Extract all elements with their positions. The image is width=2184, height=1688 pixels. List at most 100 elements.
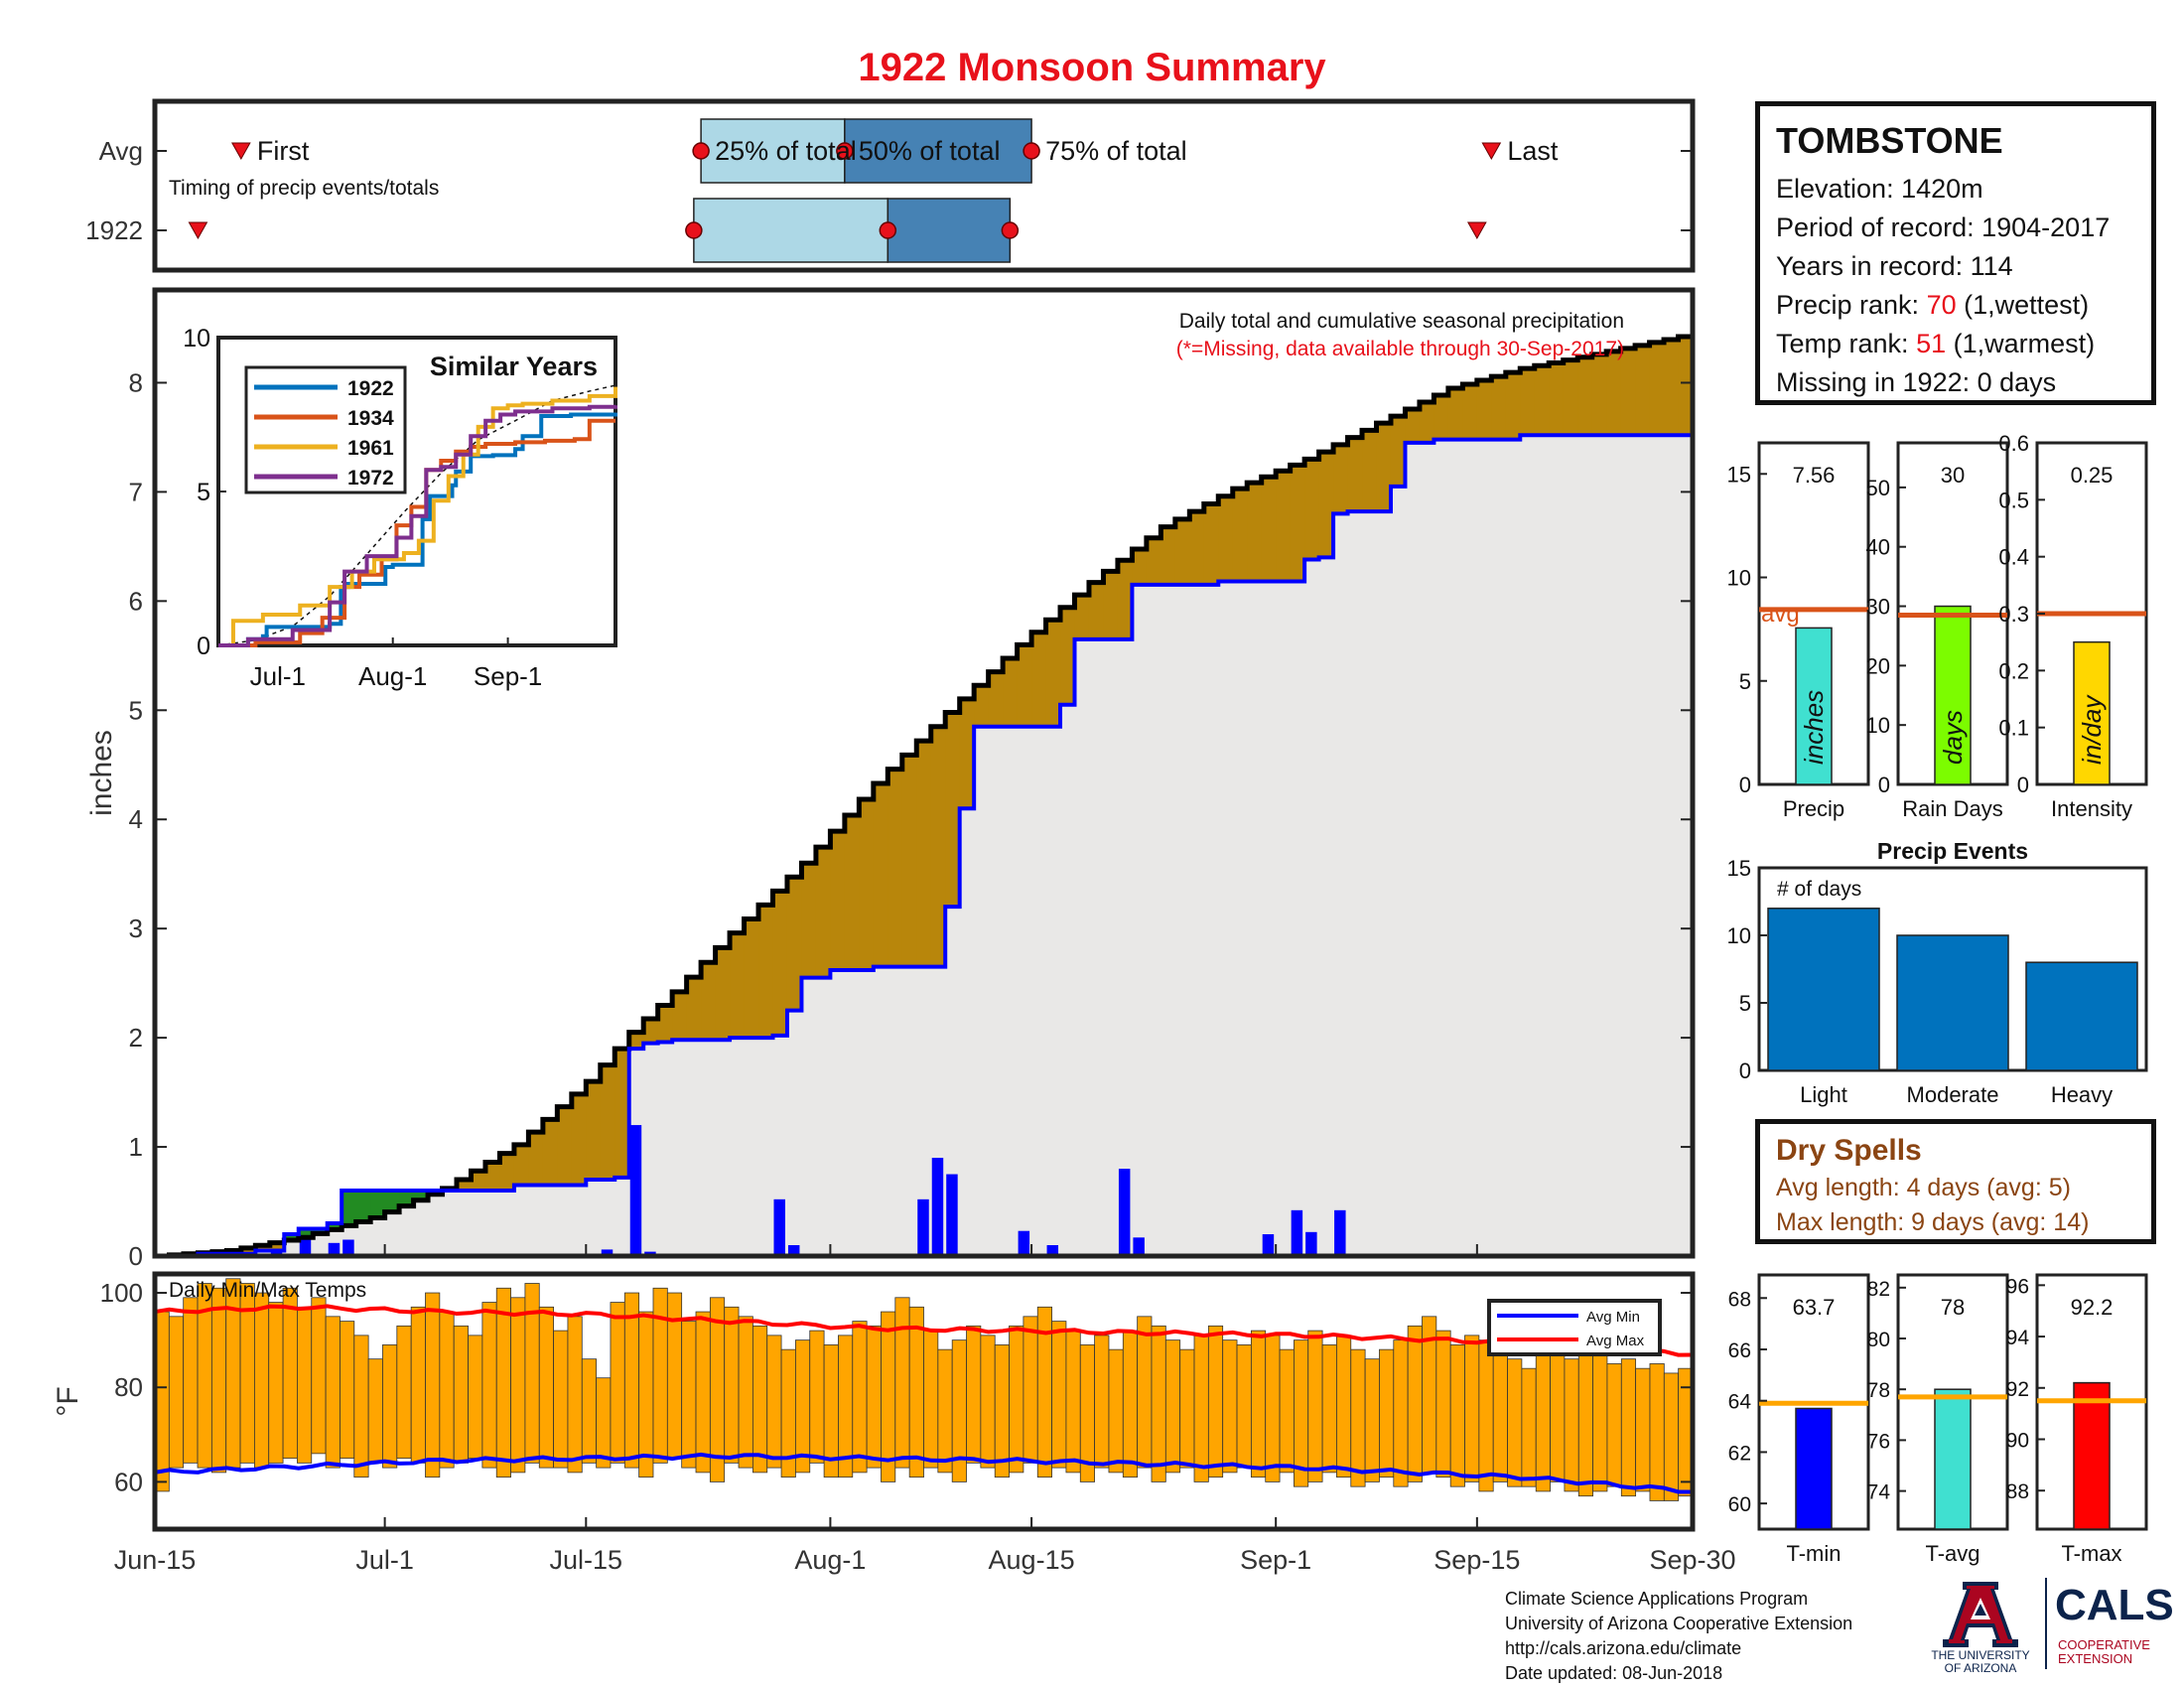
daily-precip-bar	[1118, 1169, 1131, 1256]
deficit-fill	[1433, 394, 1449, 440]
psum-ytick-label: 15	[1727, 462, 1751, 487]
deficit-fill	[1031, 632, 1047, 727]
daily-temp-bar	[268, 1302, 284, 1464]
deficit-fill	[930, 726, 946, 967]
deficit-fill	[1088, 582, 1105, 639]
cumul-ytick-label: 7	[129, 477, 143, 506]
pev-xlabel: Heavy	[2051, 1082, 2113, 1107]
tsum-value-label: 78	[1941, 1295, 1965, 1320]
daily-precip-bar	[328, 1242, 341, 1256]
dtemp-frame	[152, 1271, 1696, 1532]
deficit-fill	[586, 1081, 602, 1181]
daily-precip-bar	[299, 1239, 312, 1256]
deficit-fill	[614, 1049, 630, 1178]
timing-first-marker	[188, 221, 208, 240]
psum-xlabel: Intensity	[2051, 796, 2132, 821]
dtemp-title: Daily Min/Max Temps	[169, 1279, 366, 1302]
surplus-fill	[341, 1191, 357, 1226]
xtick-label: Jul-15	[550, 1545, 623, 1575]
deficit-fill	[1620, 348, 1636, 436]
daily-temp-bar	[894, 1297, 910, 1469]
cumul-ytick-label: 1	[129, 1132, 143, 1162]
daily-temp-bar	[1108, 1348, 1124, 1474]
daily-temp-bar	[311, 1297, 327, 1455]
daily-temp-bar	[553, 1330, 569, 1469]
daily-temp-bar	[1137, 1316, 1153, 1469]
dry-spells-box: Dry Spells Avg length: 4 days (avg: 5) M…	[1755, 1119, 2156, 1244]
daily-temp-bar	[340, 1321, 355, 1460]
daily-precip-bar	[773, 1198, 785, 1256]
daily-temp-bar	[852, 1321, 868, 1474]
deficit-fill	[1304, 459, 1320, 560]
daily-temp-bar	[1321, 1343, 1337, 1474]
timing-marker-25	[692, 142, 710, 160]
tsum-value-label: 63.7	[1793, 1295, 1836, 1320]
daily-precip-bar	[787, 1245, 800, 1256]
surplus-fill	[399, 1191, 415, 1206]
daily-temp-bar	[1207, 1325, 1224, 1478]
cumul-ytick-label: 4	[129, 804, 143, 834]
dry-spells-max: Max length: 9 days (avg: 14)	[1776, 1208, 2090, 1236]
cumul-subtitle: (*=Missing, data available through 30-Se…	[1176, 338, 1624, 360]
psum-value-label: 7.56	[1793, 463, 1836, 488]
footer-line-4: Date updated: 08-Jun-2018	[1505, 1663, 1723, 1683]
station-period: Period of record: 1904-2017	[1776, 212, 2111, 242]
daily-temp-bar	[297, 1306, 313, 1464]
deficit-fill	[499, 1153, 515, 1192]
deficit-fill	[1117, 560, 1134, 639]
deficit-fill	[1563, 359, 1578, 436]
daily-temp-bar	[1550, 1343, 1566, 1482]
pev-xlabel: Moderate	[1907, 1082, 1999, 1107]
deficit-fill	[1362, 430, 1378, 512]
deficit-fill	[1146, 537, 1161, 585]
tsum-ytick-label: 74	[1867, 1481, 1891, 1504]
daily-temp-bar	[1449, 1343, 1465, 1487]
precip-rank-suffix: (1,wettest)	[1956, 290, 2090, 320]
deficit-fill	[1678, 336, 1694, 436]
pev-ytick-label: 5	[1739, 991, 1751, 1016]
tsum-ytick-label: 66	[1728, 1339, 1751, 1362]
psum-ytick-label: 0	[1878, 773, 1890, 797]
psum-ytick-label: 0.4	[1998, 545, 2029, 570]
deficit-fill	[1045, 620, 1061, 727]
daily-precip-bar	[1018, 1230, 1030, 1256]
psum-ytick-label: 0.1	[1998, 716, 2029, 741]
xtick-label: Jun-15	[114, 1545, 197, 1575]
deficit-fill	[873, 782, 888, 967]
timing-marker-25	[685, 221, 703, 239]
daily-temp-bar	[1279, 1348, 1295, 1474]
daily-temp-bar	[1635, 1367, 1651, 1492]
deficit-fill	[1132, 549, 1148, 585]
deficit-fill	[830, 831, 846, 970]
daily-temp-bar	[1265, 1335, 1281, 1482]
daily-temp-bar	[681, 1321, 697, 1469]
daily-temp-bar	[1236, 1343, 1252, 1469]
xtick-label: Jul-1	[355, 1545, 414, 1575]
daily-temp-bar	[1577, 1348, 1594, 1497]
pev-xlabel: Light	[1800, 1082, 1847, 1107]
timing-row-label-avg: Avg	[99, 136, 143, 166]
timing-row-label-year: 1922	[85, 215, 143, 245]
cumul-frame	[152, 287, 1696, 1259]
pev-inner-label: # of days	[1777, 878, 1861, 901]
precip-summary-panels: avg 7.56 inches 0 5 10 15 Precip 30 days 0 10 20 30 40…	[1727, 431, 2148, 821]
deficit-fill	[240, 1247, 256, 1254]
deficit-fill	[1103, 571, 1119, 639]
station-name: TOMBSTONE	[1776, 120, 2003, 161]
inset-title: Similar Years	[430, 352, 598, 381]
station-years: Years in record: 114	[1776, 251, 2013, 281]
ua-logo-icon: THE UNIVERSITY OF ARIZONA	[1931, 1582, 2030, 1675]
daily-temp-bar	[453, 1325, 469, 1464]
psum-ytick-label: 0.3	[1998, 602, 2029, 627]
timing-label-75: 75% of total	[1045, 136, 1187, 166]
psum-ytick-label: 20	[1866, 653, 1890, 678]
deficit-fill	[557, 1106, 573, 1186]
deficit-fill	[801, 863, 817, 978]
deficit-fill	[1447, 387, 1463, 440]
avg-cumulative-line	[155, 333, 1696, 1259]
deficit-fill	[815, 847, 832, 978]
daily-temp-bar	[567, 1316, 583, 1474]
daily-precip-bar	[931, 1158, 944, 1256]
deficit-fill	[1419, 402, 1435, 443]
footer-line-1: Climate Science Applications Program	[1505, 1589, 1809, 1609]
